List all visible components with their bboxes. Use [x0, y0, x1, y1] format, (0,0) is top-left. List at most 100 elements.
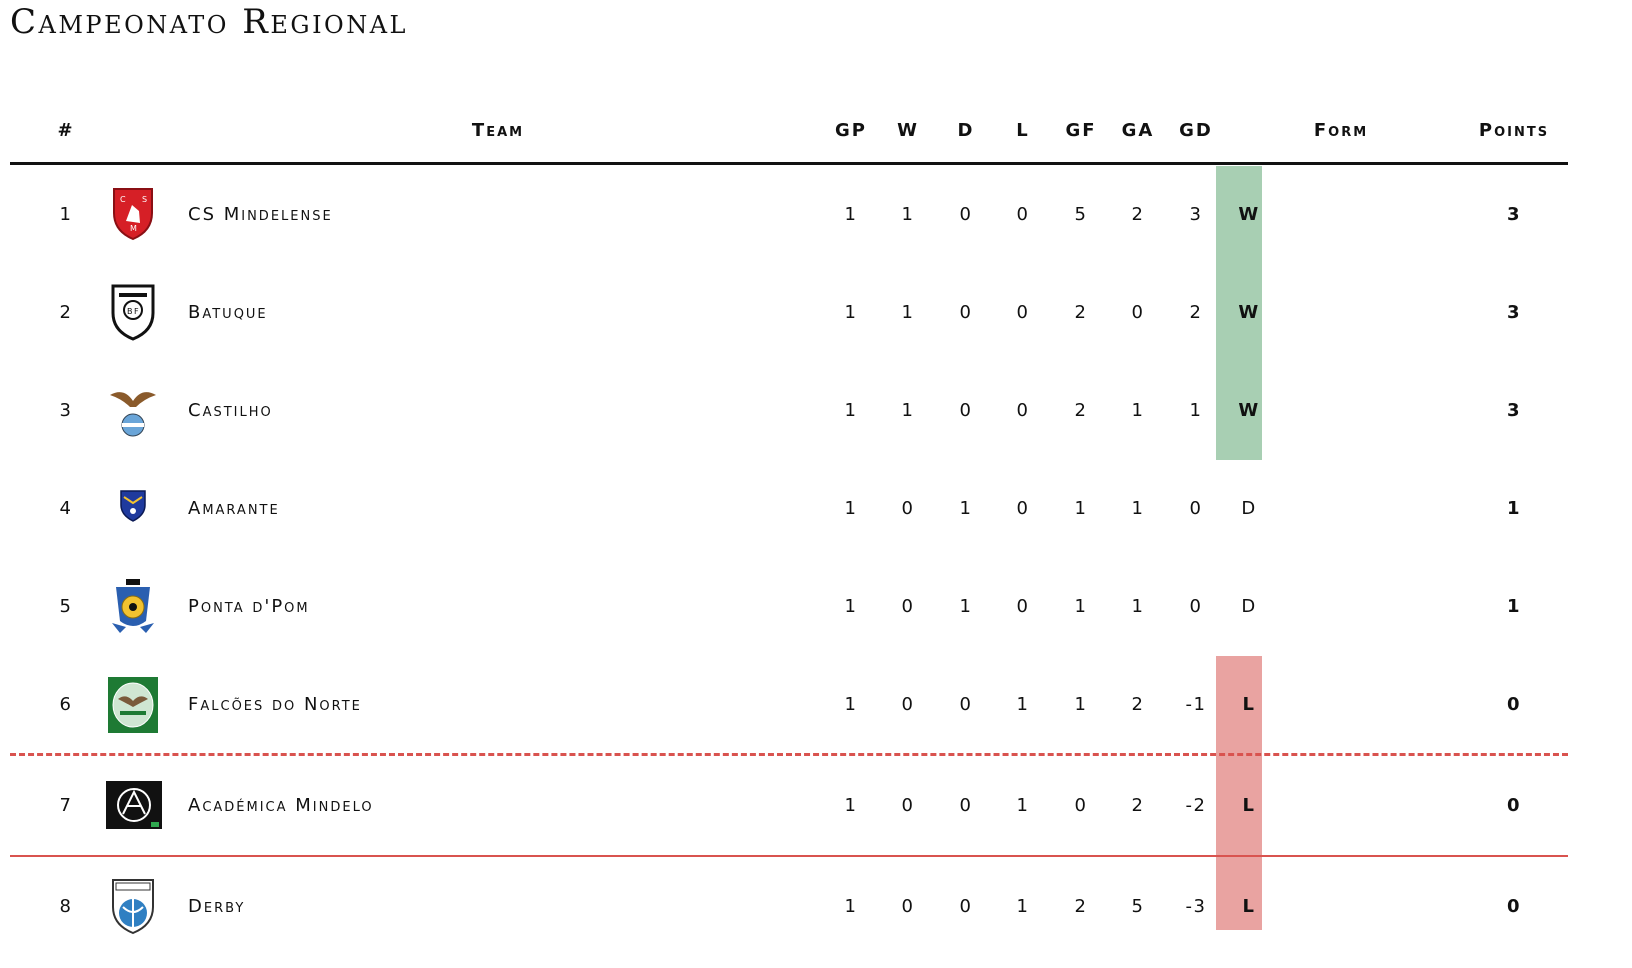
- form-cell: D: [1241, 497, 1257, 519]
- svg-text:M: M: [130, 224, 138, 233]
- form-cell: W: [1238, 399, 1260, 421]
- ga-cell: 2: [1131, 794, 1145, 816]
- gp-cell: 1: [844, 203, 858, 225]
- form-cell: W: [1238, 203, 1260, 225]
- w-cell: 1: [901, 301, 915, 323]
- gd-cell: 1: [1189, 399, 1203, 421]
- form-cell: W: [1238, 301, 1260, 323]
- l-cell: 0: [1016, 203, 1030, 225]
- header-l: L: [1016, 119, 1030, 141]
- w-cell: 1: [901, 399, 915, 421]
- header-divider: [10, 162, 1568, 165]
- w-cell: 0: [901, 497, 915, 519]
- header-team: Team: [471, 119, 525, 141]
- points-cell: 0: [1506, 794, 1522, 816]
- rank-cell: 6: [59, 693, 73, 715]
- points-cell: 1: [1506, 595, 1522, 617]
- svg-text:C: C: [120, 195, 127, 204]
- form-cell: L: [1242, 895, 1256, 917]
- team-name[interactable]: Castilho: [188, 399, 273, 421]
- table-row: 7 Académica Mindelo 1 0 0 1 0 2 -2 L 0: [10, 769, 1568, 841]
- d-cell: 1: [959, 595, 973, 617]
- team-name[interactable]: Académica Mindelo: [188, 794, 374, 816]
- ga-cell: 2: [1131, 693, 1145, 715]
- l-cell: 1: [1016, 693, 1030, 715]
- team-name[interactable]: Ponta d'Pom: [188, 595, 310, 617]
- w-cell: 0: [901, 693, 915, 715]
- ga-cell: 1: [1131, 399, 1145, 421]
- table-row: 1 C S M CS Mindelense 1 1 0 0 5 2 3 W 3: [10, 178, 1568, 250]
- gf-cell: 2: [1074, 301, 1088, 323]
- svg-text:BF: BF: [127, 307, 140, 316]
- table-row: 8 Derby 1 0 0 1 2 5 -3 L 0: [10, 870, 1568, 942]
- svg-text:S: S: [142, 195, 149, 204]
- gp-cell: 1: [844, 301, 858, 323]
- points-cell: 3: [1506, 399, 1522, 421]
- gp-cell: 1: [844, 595, 858, 617]
- points-cell: 1: [1506, 497, 1522, 519]
- relegation-playoff-divider: [10, 753, 1568, 756]
- form-loss-band: [1216, 656, 1262, 930]
- w-cell: 0: [901, 794, 915, 816]
- header-form: Form: [1313, 119, 1369, 141]
- gp-cell: 1: [844, 399, 858, 421]
- gf-cell: 5: [1074, 203, 1088, 225]
- gp-cell: 1: [844, 794, 858, 816]
- team-name[interactable]: Falcões do Norte: [188, 693, 362, 715]
- team-name[interactable]: Batuque: [188, 301, 268, 323]
- gf-cell: 1: [1074, 693, 1088, 715]
- batuque-crest: BF: [106, 276, 160, 348]
- w-cell: 0: [901, 895, 915, 917]
- ga-cell: 1: [1131, 497, 1145, 519]
- rank-cell: 4: [59, 497, 73, 519]
- ponta-dpom-crest: [106, 570, 160, 642]
- ga-cell: 5: [1131, 895, 1145, 917]
- gp-cell: 1: [844, 895, 858, 917]
- table-row: 3 Castilho 1 1 0 0 2 1 1 W 3: [10, 374, 1568, 446]
- form-cell: L: [1242, 794, 1256, 816]
- derby-crest: [106, 870, 160, 942]
- header-rank: #: [57, 119, 75, 141]
- gp-cell: 1: [844, 693, 858, 715]
- rank-cell: 7: [59, 794, 73, 816]
- gd-cell: -3: [1185, 895, 1207, 917]
- gf-cell: 0: [1074, 794, 1088, 816]
- team-name[interactable]: CS Mindelense: [188, 203, 333, 225]
- d-cell: 0: [959, 301, 973, 323]
- header-ga: GA: [1121, 119, 1155, 141]
- gf-cell: 2: [1074, 895, 1088, 917]
- l-cell: 0: [1016, 497, 1030, 519]
- gf-cell: 2: [1074, 399, 1088, 421]
- team-name[interactable]: Amarante: [188, 497, 280, 519]
- points-cell: 0: [1506, 895, 1522, 917]
- header-points: Points: [1478, 119, 1550, 141]
- d-cell: 0: [959, 693, 973, 715]
- header-d: D: [957, 119, 975, 141]
- d-cell: 0: [959, 203, 973, 225]
- gd-cell: 0: [1189, 497, 1203, 519]
- gp-cell: 1: [844, 497, 858, 519]
- academica-mindelo-crest: [104, 769, 164, 841]
- points-cell: 0: [1506, 693, 1522, 715]
- rank-cell: 8: [59, 895, 73, 917]
- header-w: W: [897, 119, 919, 141]
- header-gf: GF: [1065, 119, 1097, 141]
- rank-cell: 1: [59, 203, 73, 225]
- form-win-band: [1216, 166, 1262, 460]
- points-cell: 3: [1506, 203, 1522, 225]
- table-row: 6 Falcões do Norte 1 0 0 1 1 2 -1 L 0: [10, 668, 1568, 740]
- d-cell: 0: [959, 399, 973, 421]
- team-name[interactable]: Derby: [188, 895, 246, 917]
- d-cell: 0: [959, 895, 973, 917]
- rank-cell: 3: [59, 399, 73, 421]
- w-cell: 0: [901, 595, 915, 617]
- table-row: 5 Ponta d'Pom 1 0 1 0 1 1 0 D 1: [10, 570, 1568, 642]
- relegation-divider: [10, 855, 1568, 857]
- rank-cell: 5: [59, 595, 73, 617]
- form-cell: L: [1242, 693, 1256, 715]
- gf-cell: 1: [1074, 497, 1088, 519]
- page-title: Campeonato Regional: [10, 2, 408, 42]
- gd-cell: 3: [1189, 203, 1203, 225]
- d-cell: 1: [959, 497, 973, 519]
- ga-cell: 1: [1131, 595, 1145, 617]
